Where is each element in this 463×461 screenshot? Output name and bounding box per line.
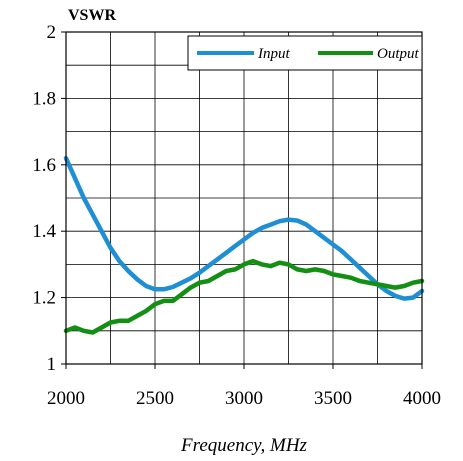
series-layer [63,155,425,335]
x-tick-label: 2500 [136,388,174,409]
y-axis-label: VSWR [68,7,116,24]
legend: Input Output [187,35,423,71]
y-tick-label: 1.2 [32,288,56,309]
y-tick-label: 1.6 [32,155,56,176]
y-tick-label: 1.8 [32,88,56,109]
x-tick-label: 3000 [225,388,263,409]
legend-input-label: Input [257,46,290,62]
series-line-input [63,155,425,301]
y-tick-label: 2 [47,22,57,43]
y-tick-labels: 1 1.2 1.4 1.6 1.8 2 [32,22,66,375]
x-tick-labels: 2000 2500 3000 3500 4000 [47,364,441,409]
x-tick-label: 4000 [403,388,441,409]
legend-output-label: Output [377,46,420,62]
y-tick-label: 1 [47,354,57,375]
x-tick-label: 3500 [314,388,352,409]
x-tick-label: 2000 [47,388,85,409]
y-tick-label: 1.4 [32,221,56,242]
series-line-output [63,258,425,335]
x-axis-label: Frequency, MHz [180,435,308,456]
